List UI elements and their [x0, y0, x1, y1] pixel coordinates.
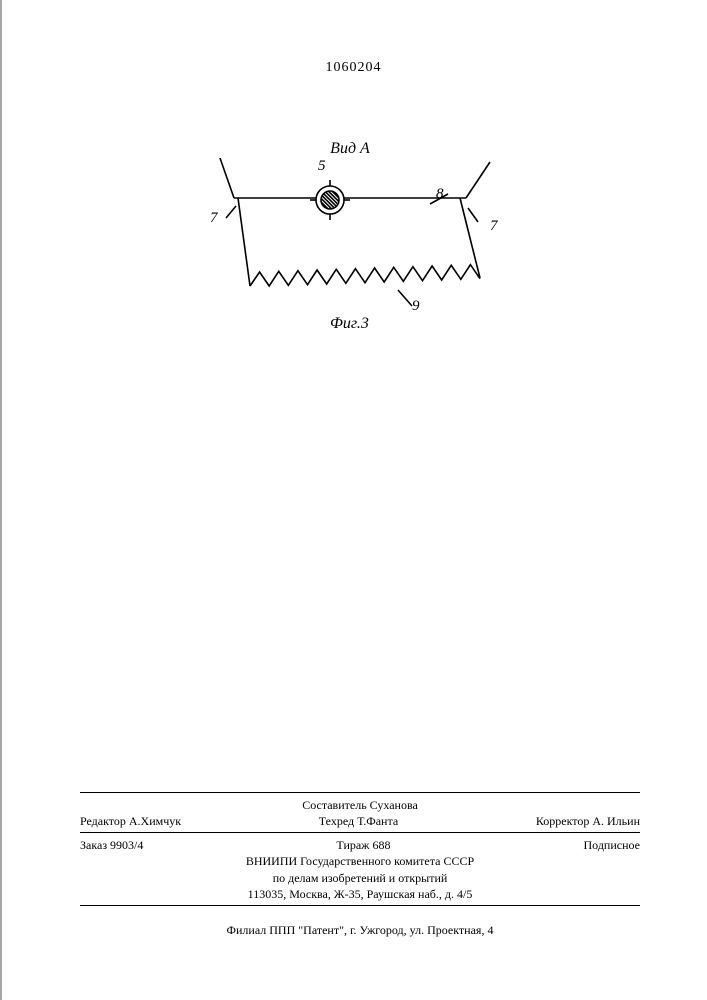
corrector: Корректор А. Ильин [536, 813, 640, 829]
callout-7-left: 7 [210, 210, 218, 227]
figure-3: Вид А 5 7 7 8 9 Фиг.3 [190, 140, 510, 340]
rule [80, 905, 640, 906]
circulation: Тираж 688 [336, 837, 390, 853]
branch-line: Филиал ППП "Патент", г. Ужгород, ул. Про… [80, 923, 640, 938]
figure-caption: Фиг.3 [330, 315, 369, 333]
org-line-2: по делам изобретений и открытий [80, 870, 640, 886]
print-row: Заказ 9903/4 Тираж 688 Подписное [80, 837, 640, 853]
callout-8: 8 [436, 186, 444, 203]
figure-drawing [190, 158, 510, 328]
rule [80, 832, 640, 833]
tech-editor: Техред Т.Фанта [319, 813, 398, 829]
staff-row: Редактор А.Химчук Техред Т.Фанта Коррект… [80, 813, 640, 829]
order-no: Заказ 9903/4 [80, 837, 143, 853]
view-label: Вид А [190, 140, 510, 158]
page: 1060204 Вид А 5 7 7 8 9 Фиг.3 Составител… [0, 0, 707, 1000]
address: 113035, Москва, Ж-35, Раушская наб., д. … [80, 886, 640, 902]
compiler: Составитель Суханова [80, 797, 640, 813]
editor: Редактор А.Химчук [80, 813, 181, 829]
callout-5: 5 [318, 158, 326, 175]
credits-block: Составитель Суханова Редактор А.Химчук Т… [80, 789, 640, 910]
callout-9: 9 [412, 298, 420, 315]
subscription: Подписное [584, 837, 641, 853]
document-number: 1060204 [0, 60, 707, 76]
org-line-1: ВНИИПИ Государственного комитета СССР [80, 853, 640, 869]
callout-7-right: 7 [490, 218, 498, 235]
rule [80, 792, 640, 793]
scan-edge [0, 0, 2, 1000]
